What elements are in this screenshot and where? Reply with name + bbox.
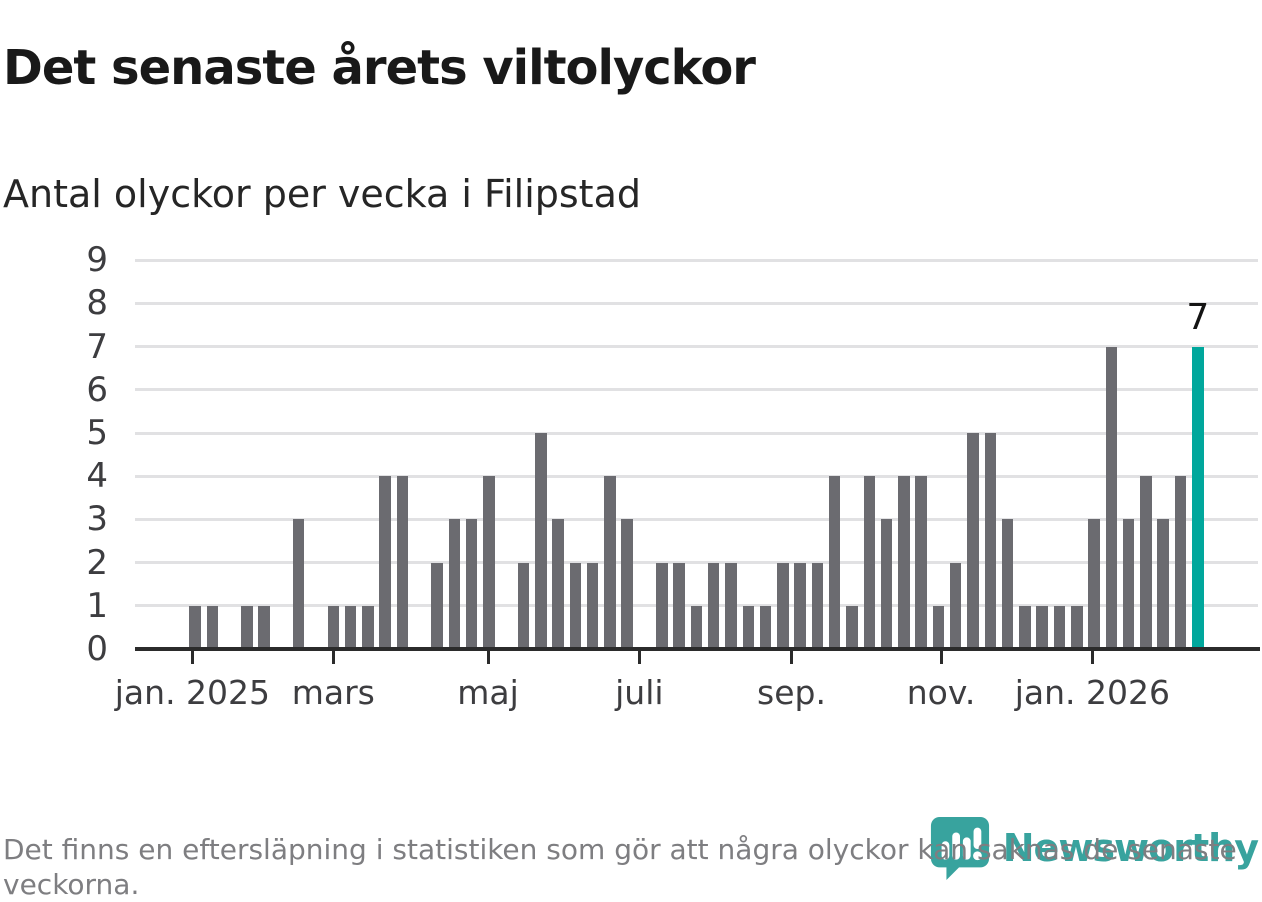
gridline-5: [135, 431, 1258, 435]
gridline-2: [135, 561, 1258, 565]
gridline-4: [135, 474, 1258, 478]
x-axis-tick: [637, 651, 641, 664]
bar-week-39: [846, 605, 858, 649]
x-axis-tick: [939, 651, 943, 664]
bar-week-13: [396, 476, 409, 649]
bar-week-25: [604, 476, 616, 649]
bar-week-9: [327, 605, 340, 649]
gridline-7: [135, 345, 1258, 349]
newsworthy-wordmark: Newsworthy: [1002, 826, 1259, 870]
bar-week-26: [621, 519, 633, 649]
y-axis-label: 3: [86, 499, 108, 540]
gridline-3: [135, 517, 1258, 521]
x-axis-label: nov.: [906, 673, 976, 712]
x-axis-label: juli: [615, 673, 664, 712]
bar-week-2: [206, 605, 219, 649]
x-axis-label: jan. 2026: [1014, 673, 1170, 712]
bar-week-11: [362, 605, 374, 649]
bar-week-52: [1071, 605, 1083, 649]
bar-week-33: [742, 605, 755, 649]
gridline-6: [135, 388, 1258, 392]
bar-week-41: [880, 519, 893, 649]
bar-week-58: [1174, 476, 1187, 649]
y-axis-label: 2: [86, 542, 108, 583]
x-axis-label: jan. 2025: [114, 673, 271, 712]
x-axis-line: [135, 647, 1260, 651]
bar-week-42: [898, 476, 910, 649]
newsworthy-logo: Newsworthy: [929, 815, 1259, 881]
bar-week-43: [915, 476, 927, 649]
x-axis-label: maj: [457, 673, 519, 712]
chart-title: Det senaste årets viltolyckor: [3, 40, 756, 97]
bar-week-29: [673, 562, 685, 649]
bar-week-23: [569, 562, 582, 649]
y-axis-label: 4: [86, 456, 108, 497]
bar-week-36: [794, 562, 806, 649]
x-axis-tick: [1090, 651, 1094, 664]
bar-week-16: [448, 519, 461, 649]
bar-week-24: [586, 562, 599, 649]
bar-week-34: [759, 605, 772, 649]
y-axis-label: 0: [86, 629, 108, 669]
bar-chart: 0 1 2 3 4 5 6 7 8 9 jan. 2025 mars maj juli sep. nov. ja…: [40, 16, 1262, 776]
newsworthy-icon: [930, 817, 989, 880]
bar-week-4: [241, 605, 253, 649]
bar-week-10: [344, 605, 357, 649]
bar-week-12: [379, 476, 391, 649]
x-axis-label: sep.: [757, 673, 826, 712]
bar-week-35: [777, 562, 789, 649]
y-axis-label: 9: [86, 240, 108, 281]
bar-week-37: [811, 562, 824, 649]
bar-week-57: [1157, 519, 1169, 649]
y-axis-label: 8: [86, 283, 108, 324]
bar-week-45: [949, 562, 962, 649]
bar-week-32: [725, 562, 737, 649]
bar-week-31: [707, 562, 720, 649]
y-axis-label: 6: [86, 369, 108, 410]
bar-week-46: [967, 433, 979, 649]
y-axis-label: 5: [86, 413, 108, 453]
x-axis-tick: [190, 651, 194, 664]
bar-week-40: [863, 476, 876, 649]
bar-week-17: [465, 519, 478, 649]
gridline-9: [135, 258, 1258, 262]
value-label: 7: [1186, 296, 1210, 338]
bar-week-47: [984, 433, 997, 649]
bar-week-48: [1001, 519, 1014, 649]
bar-week-56: [1140, 476, 1152, 649]
bar-week-28: [656, 562, 668, 649]
bar-week-50: [1036, 605, 1048, 649]
bar-week-54: [1105, 346, 1118, 649]
bar-week-38: [828, 476, 841, 649]
bar-current-week: [1192, 346, 1204, 649]
x-axis-tick: [486, 651, 490, 664]
bar-week-7: [292, 519, 305, 649]
bar-week-18: [483, 476, 495, 649]
bar-week-21: [535, 433, 547, 649]
bar-week-53: [1088, 519, 1100, 649]
bar-week-15: [431, 562, 443, 649]
x-axis-label: mars: [291, 673, 375, 712]
x-axis-tick: [789, 651, 793, 664]
bar-week-55: [1122, 519, 1135, 649]
bar-week-5: [258, 605, 270, 649]
footnote: Det finns en eftersläpning i statistiken…: [3, 833, 1237, 901]
bar-week-49: [1019, 605, 1031, 649]
bar-week-22: [552, 519, 564, 649]
chart-subtitle: Antal olyckor per vecka i Filipstad: [3, 171, 641, 216]
bar-week-20: [517, 562, 530, 649]
x-axis-tick: [331, 651, 335, 664]
gridline-8: [135, 301, 1258, 305]
y-axis-label: 7: [86, 326, 108, 367]
bar-week-44: [932, 605, 945, 649]
y-axis-label: 1: [86, 585, 108, 626]
bar-week-1: [189, 605, 201, 649]
bar-week-30: [690, 605, 703, 649]
bar-week-51: [1053, 605, 1066, 649]
